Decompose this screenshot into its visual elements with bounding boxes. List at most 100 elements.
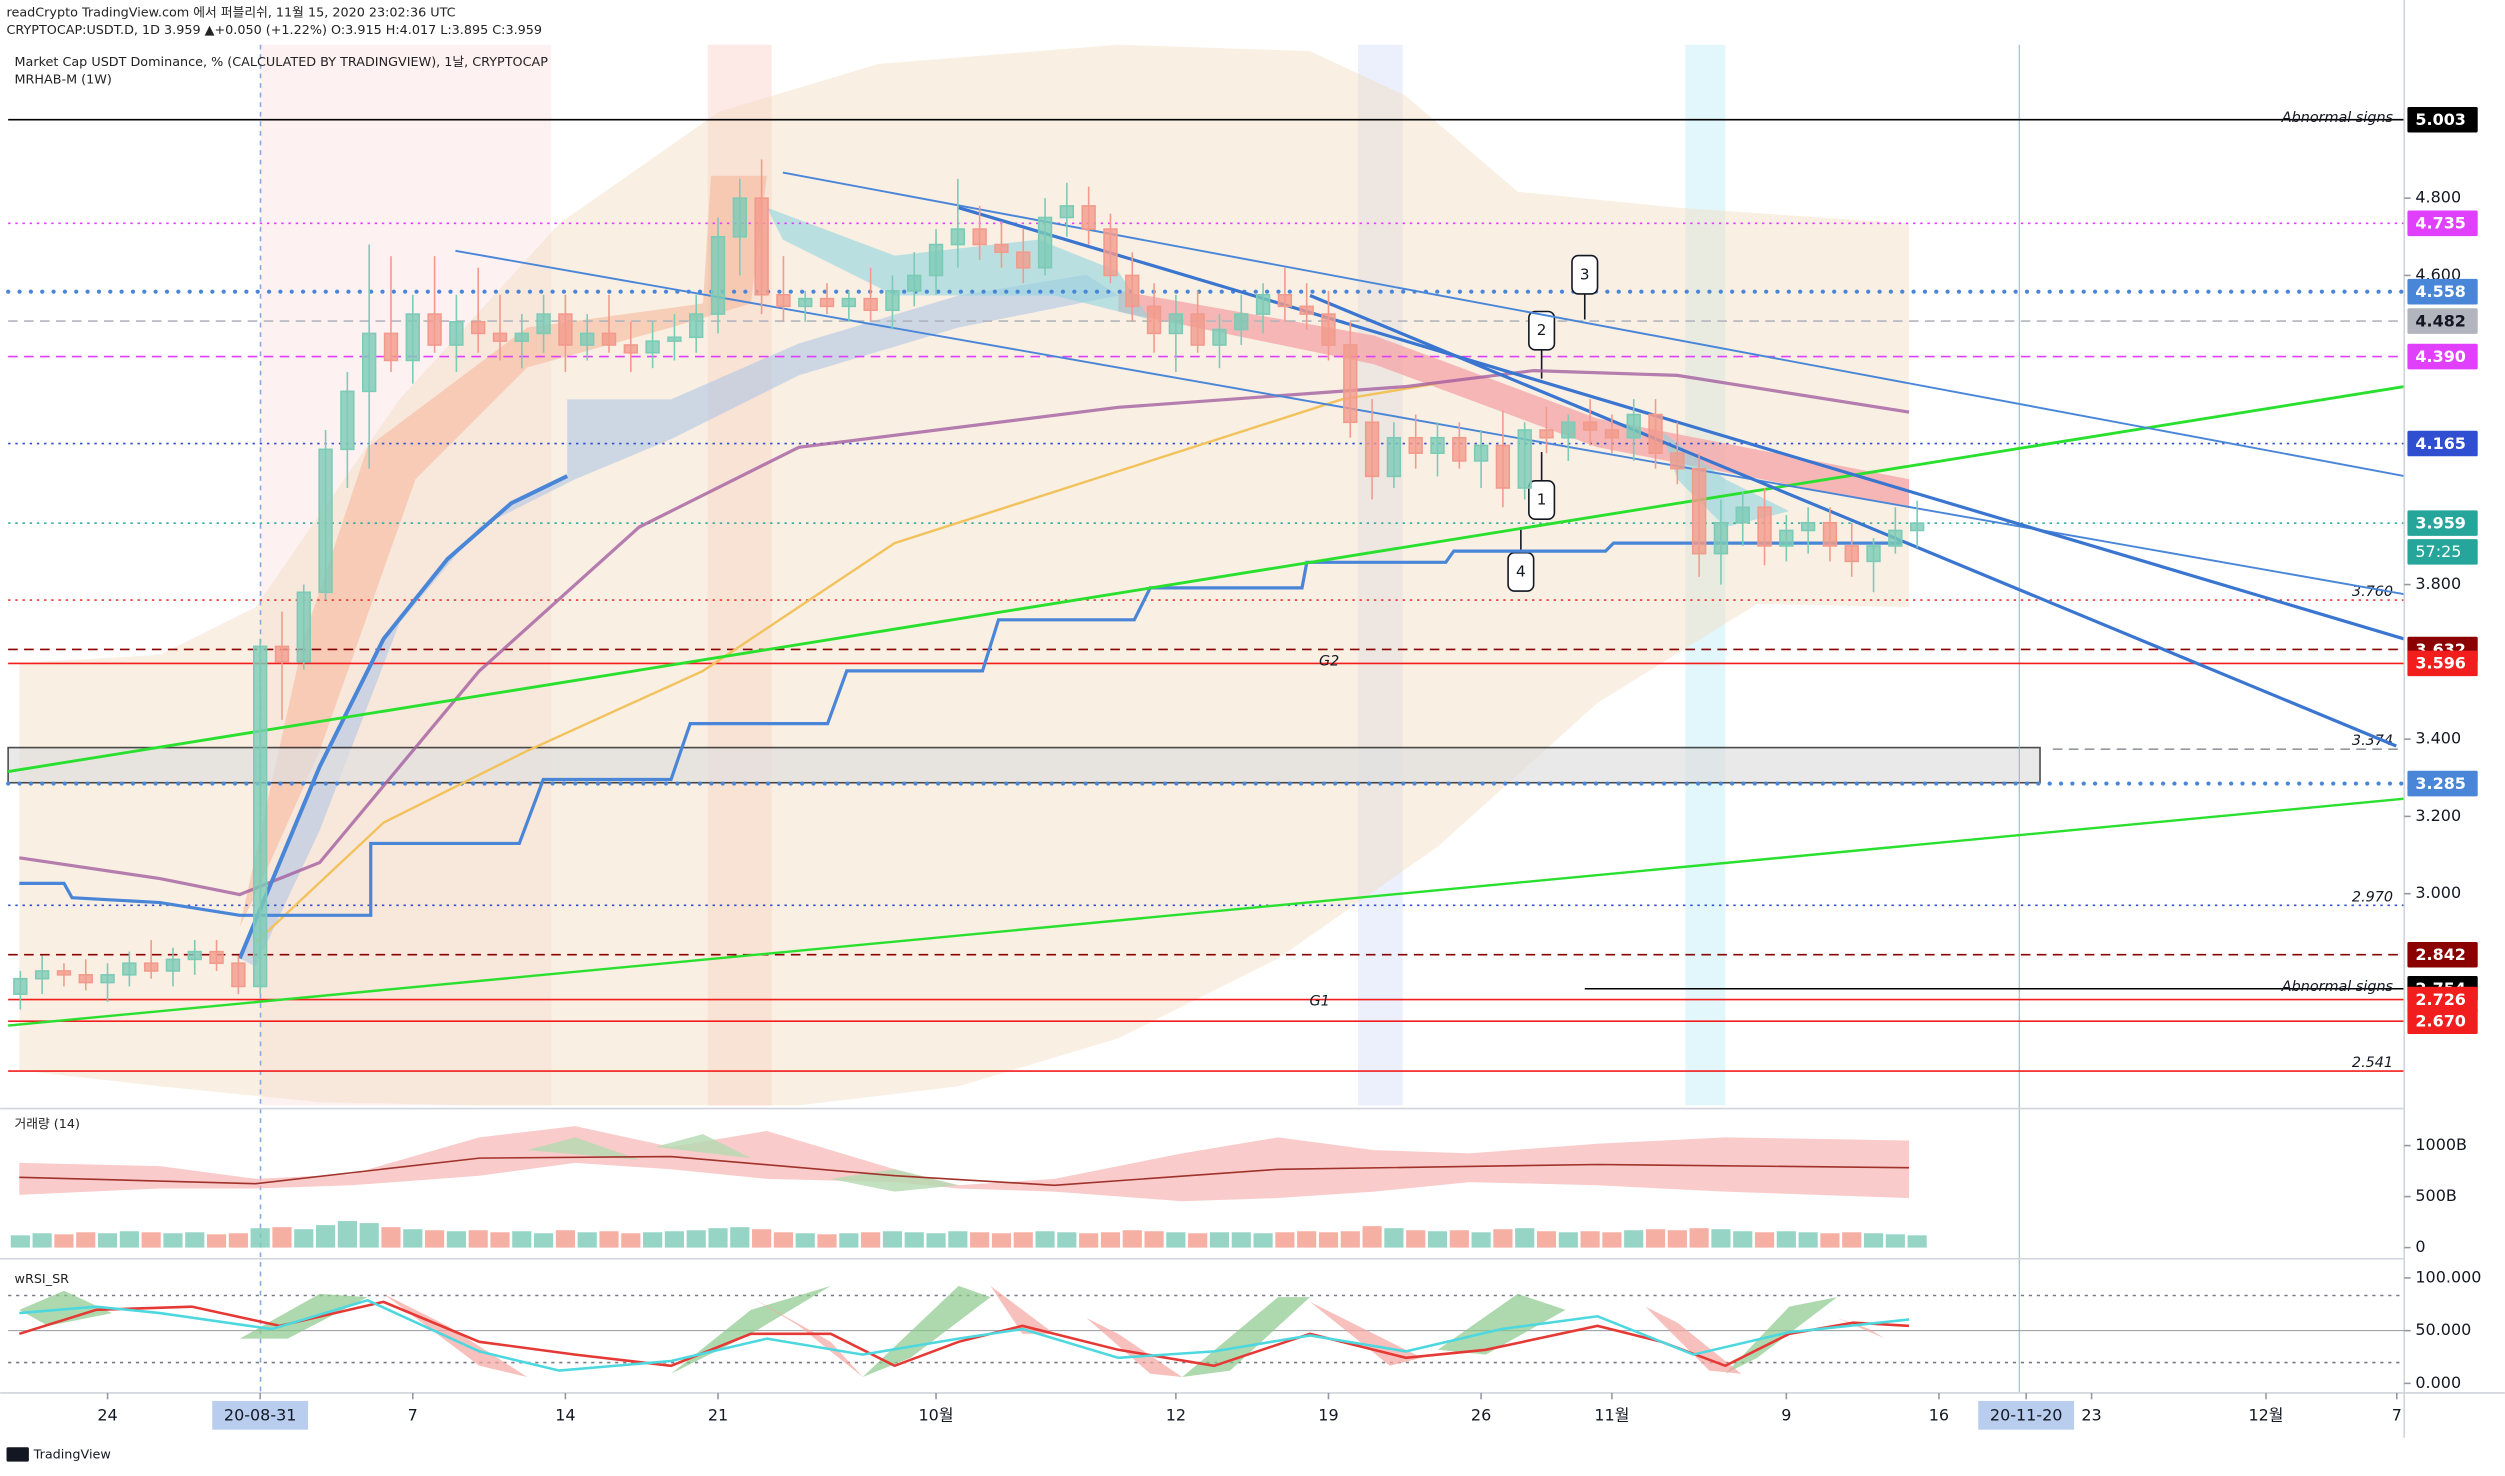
volume-bar (446, 1231, 466, 1248)
volume-bar (1166, 1232, 1186, 1248)
callout-label: 4 (1516, 562, 1526, 580)
price-badge-label: 4.558 (2415, 282, 2466, 301)
candle-body (972, 228, 987, 246)
candle-body (1517, 429, 1532, 489)
volume-bar (1013, 1232, 1033, 1248)
x-tick-label: 9 (1781, 1406, 1791, 1425)
volume-bar (425, 1230, 445, 1248)
volume-bar (97, 1233, 118, 1248)
candle-body (885, 290, 900, 312)
candle-body (1255, 293, 1271, 315)
candle-body (689, 313, 704, 339)
candle-body (405, 313, 420, 362)
channel-line (782, 171, 2405, 477)
volume-bar (1471, 1232, 1491, 1248)
callout-label: 2 (1537, 321, 1547, 339)
level-note: Abnormal signs (2281, 979, 2394, 995)
volume-bar (512, 1231, 532, 1248)
candle-body (1561, 421, 1576, 439)
price-badge (2407, 430, 2478, 457)
x-tick-label: 12 (1166, 1406, 1186, 1425)
indicator-label: MRHAB-M (1W) (15, 72, 112, 87)
session-band (260, 44, 552, 1106)
volume-bar (1275, 1232, 1295, 1248)
candle-body (536, 313, 551, 335)
header-line: readCrypto TradingView.com 에서 퍼블리쉬, 11월 … (7, 5, 456, 20)
rsi-line (19, 1298, 1910, 1372)
volume-bar (250, 1228, 270, 1248)
volume-bar (337, 1221, 357, 1248)
volume-bar (1449, 1230, 1469, 1248)
candle-body (1299, 305, 1314, 315)
volume-bar (294, 1229, 314, 1248)
candle-body (1909, 522, 1925, 532)
candle-body (1168, 313, 1184, 335)
countdown-badge (2407, 539, 2478, 565)
volume-average (19, 1155, 1910, 1187)
candle-body (667, 336, 682, 342)
volume-bar (1580, 1231, 1600, 1248)
candle-body (209, 950, 224, 965)
price-badge-label: 3.285 (2415, 774, 2466, 793)
volume-bar (1406, 1230, 1426, 1248)
candle-body (187, 950, 202, 961)
annotation: G1 (1309, 994, 1329, 1010)
candle-body (1495, 444, 1511, 489)
volume-bar (163, 1233, 183, 1248)
volume-bar (315, 1225, 336, 1248)
candle-body (1713, 521, 1729, 555)
candle-body (13, 977, 28, 995)
volume-bar (861, 1232, 881, 1248)
volume-bar (119, 1231, 139, 1248)
y-tick-label: 100.000 (2415, 1267, 2481, 1286)
volume-bar (817, 1234, 837, 1248)
price-badge-label: 4.482 (2415, 311, 2466, 330)
candle-body (1604, 429, 1620, 439)
volume-bar (1209, 1232, 1230, 1248)
candle-body (907, 274, 922, 292)
volume-bar (1907, 1235, 1927, 1248)
candle-body (1582, 421, 1598, 431)
price-badge-label: 4.390 (2415, 347, 2466, 366)
volume-bar (708, 1228, 728, 1248)
price-badge-label: 3.959 (2415, 513, 2466, 532)
price-badge-label: 4.735 (2415, 214, 2466, 233)
zone-box (7, 746, 2041, 784)
volume-bar (32, 1233, 52, 1248)
candle-body (1146, 305, 1162, 335)
candle-body (296, 591, 311, 663)
candle-body (1800, 521, 1816, 532)
candle-body (558, 313, 573, 346)
candle-body (623, 344, 638, 354)
volume-bar (1427, 1231, 1448, 1248)
pane-title: wRSI_SR (15, 1272, 70, 1287)
price-badge (2407, 106, 2478, 133)
volume-bar (1711, 1229, 1731, 1248)
panes-layer (0, 0, 2505, 1438)
volume-bar (664, 1231, 684, 1248)
candle-body (122, 962, 137, 976)
candle-body (710, 236, 726, 315)
x-tick-label: 16 (1929, 1406, 1949, 1425)
trend-line (237, 474, 569, 960)
cloud-band (19, 44, 1910, 1106)
volume-bar (1602, 1232, 1622, 1248)
candle-body (1888, 529, 1903, 547)
x-tick-label: 10월 (919, 1406, 954, 1425)
overlay-layer (7, 171, 2405, 1027)
callout-label: 1 (1537, 490, 1547, 508)
volume-bar (1536, 1231, 1557, 1248)
candle-body (1103, 228, 1118, 277)
axes-layer: 4.8004.6003.8003.4003.2003.0005.0034.735… (97, 106, 2481, 1430)
callout-box (1528, 310, 1556, 351)
candle-body (1408, 436, 1423, 454)
y-tick-label: 0.000 (2415, 1373, 2461, 1392)
volume-bar (1057, 1232, 1077, 1248)
volume-bar (381, 1227, 401, 1248)
volume-ribbon (527, 1134, 959, 1192)
y-tick-label: 3.400 (2415, 729, 2461, 748)
candle-body (1212, 328, 1227, 346)
price-badge-label: 2.726 (2415, 990, 2466, 1009)
